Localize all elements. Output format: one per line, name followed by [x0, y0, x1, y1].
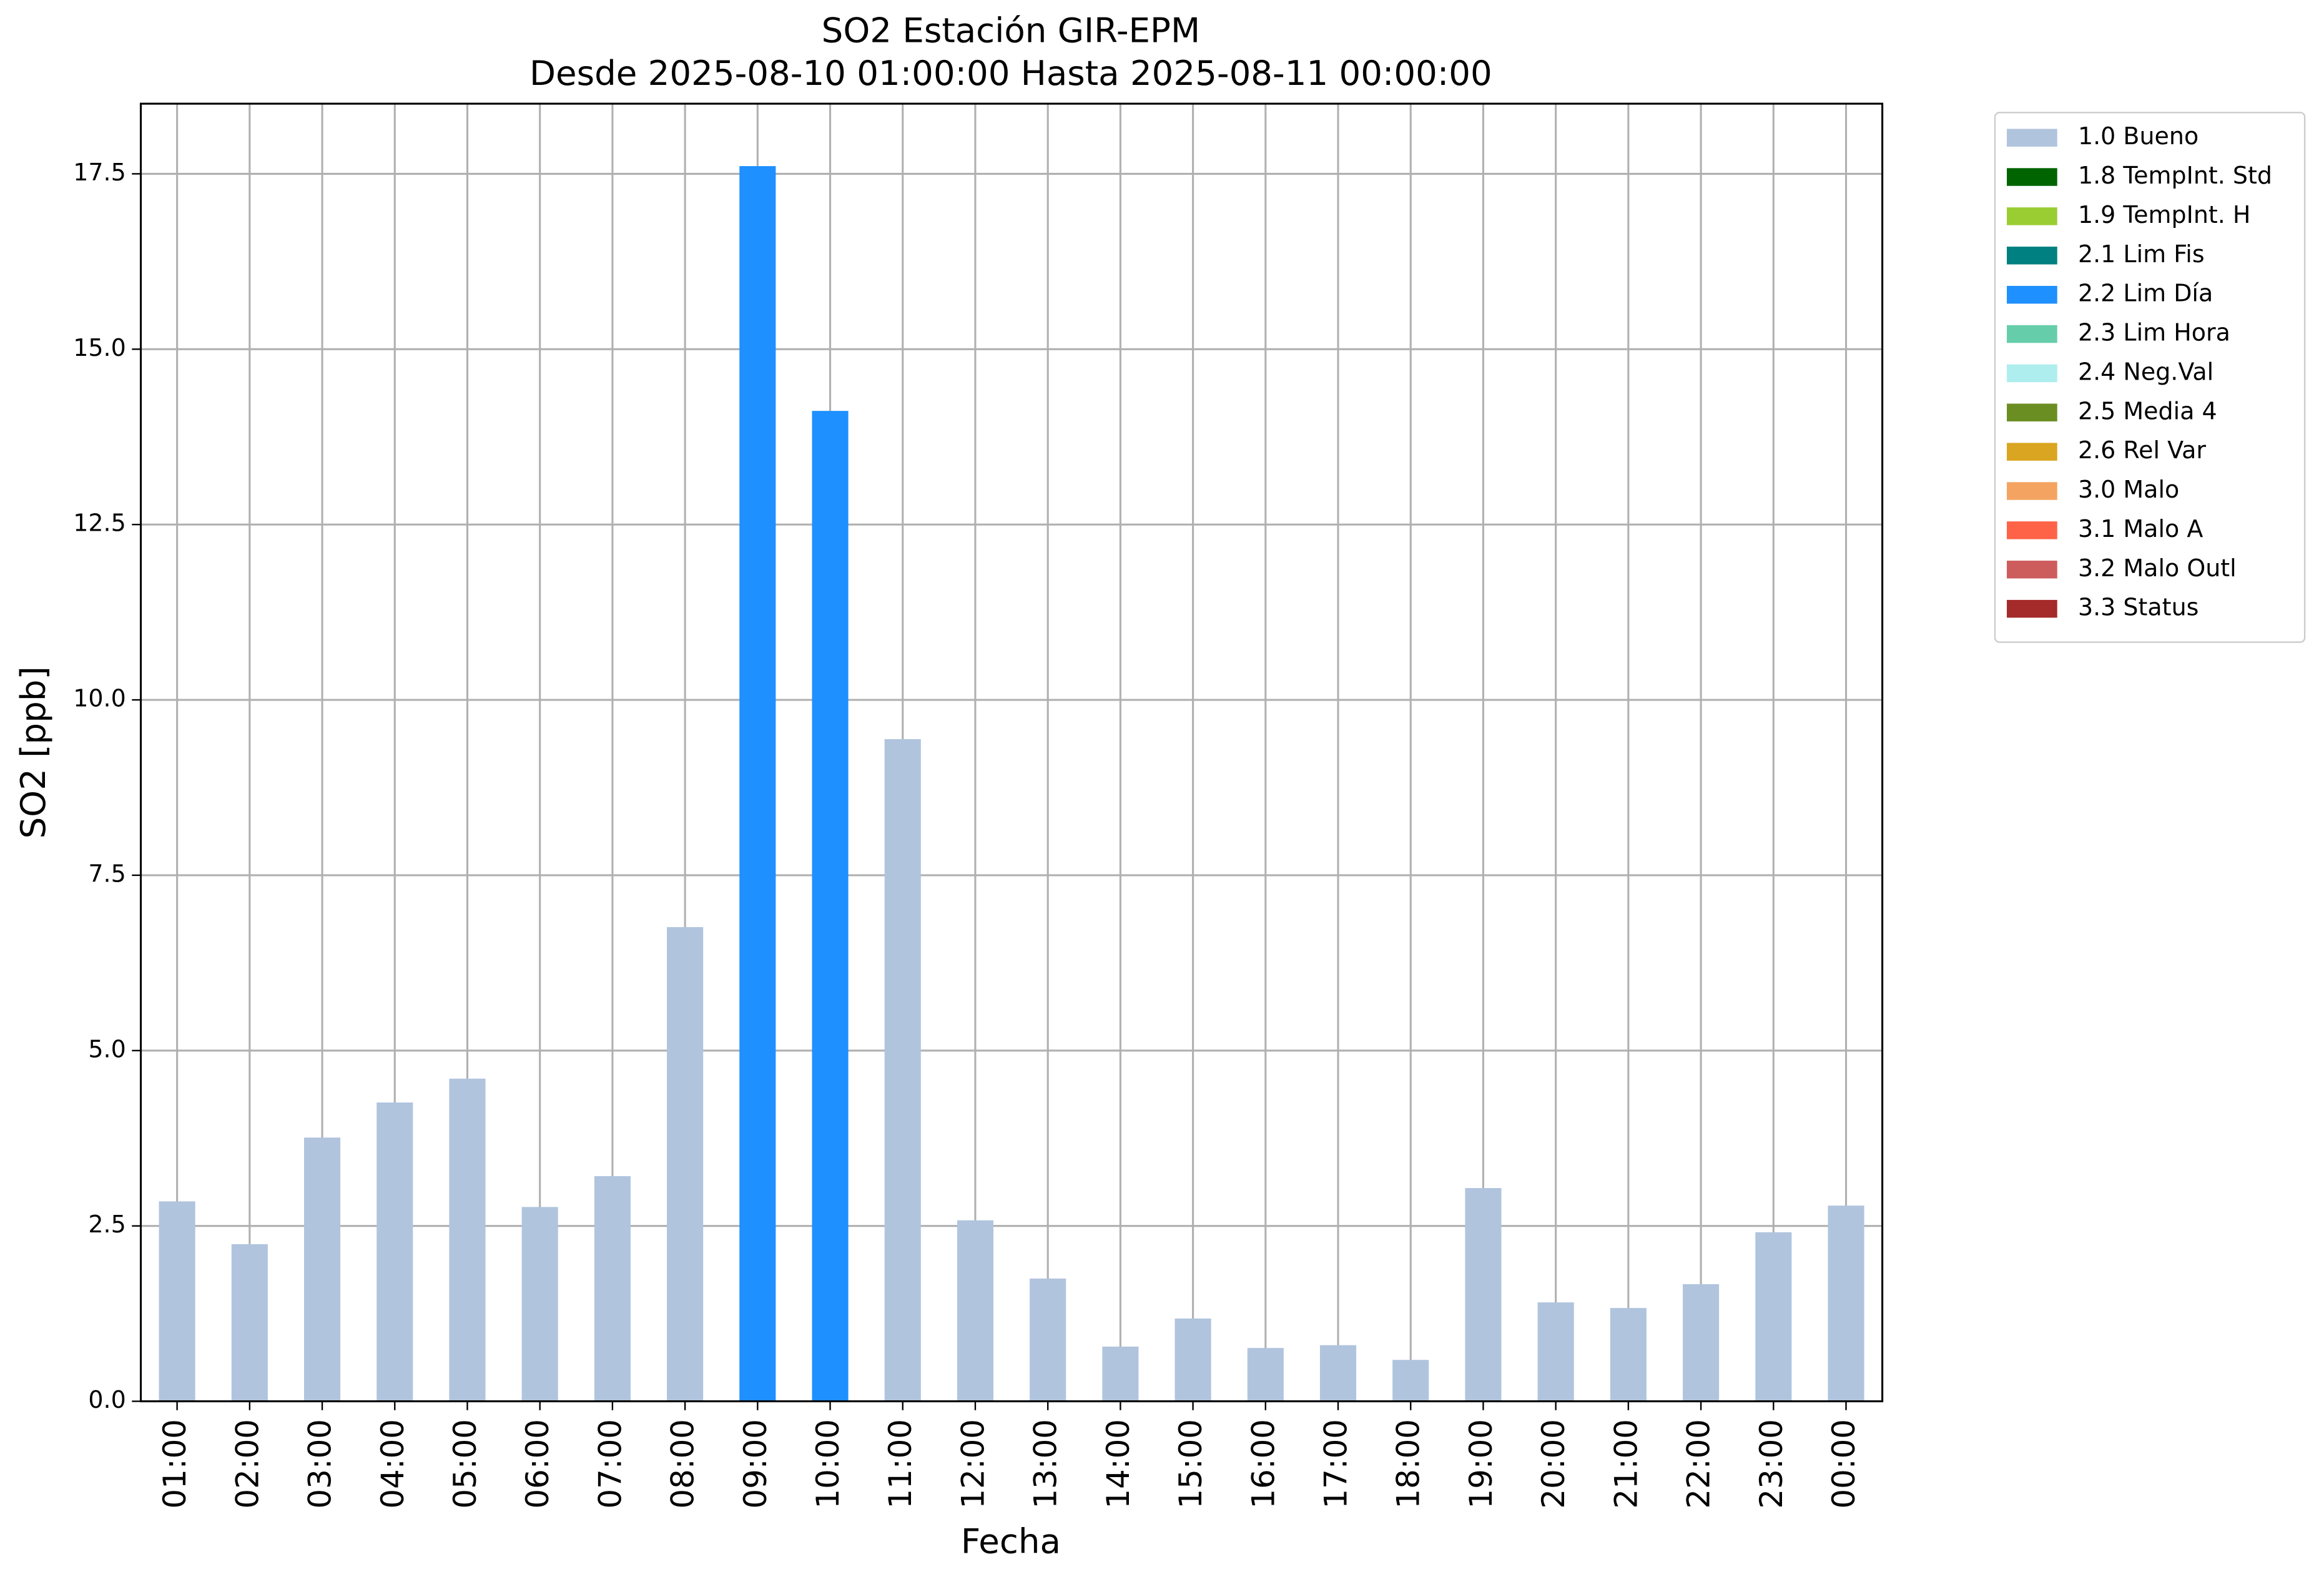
x-tick-label: 16:00: [1245, 1419, 1281, 1509]
y-tick-label: 10.0: [73, 685, 126, 712]
legend-label: 2.1 Lim Fis: [2078, 240, 2205, 268]
x-tick-label: 21:00: [1608, 1419, 1644, 1509]
bar: [1030, 1278, 1066, 1402]
x-tick-label: 05:00: [447, 1419, 483, 1509]
legend-label: 2.6 Rel Var: [2078, 436, 2206, 464]
bar: [1828, 1206, 1864, 1402]
legend-swatch: [2007, 482, 2057, 500]
x-tick-label: 09:00: [737, 1419, 774, 1509]
legend-label: 2.5 Media 4: [2078, 397, 2217, 425]
legend-swatch: [2007, 168, 2057, 186]
bar: [159, 1201, 195, 1402]
bar: [1319, 1345, 1357, 1402]
x-tick-label: 03:00: [302, 1419, 338, 1509]
bar: [1465, 1187, 1502, 1402]
x-tick-label: 04:00: [375, 1419, 411, 1509]
x-tick-label: 19:00: [1463, 1419, 1499, 1509]
legend-label: 1.9 TempInt. H: [2078, 201, 2251, 228]
legend-swatch: [2007, 561, 2057, 579]
plot-frame: [139, 102, 1884, 1403]
x-tick-label: 07:00: [592, 1419, 628, 1509]
x-tick-label: 13:00: [1028, 1419, 1064, 1509]
y-tick-label: 15.0: [73, 334, 126, 361]
bar: [1247, 1348, 1284, 1402]
legend-label: 2.4 Neg.Val: [2078, 358, 2213, 385]
legend-label: 2.3 Lim Hora: [2078, 319, 2230, 346]
legend-label: 3.2 Malo Outl: [2078, 554, 2237, 582]
bar: [1174, 1318, 1211, 1402]
bar: [449, 1078, 486, 1402]
legend-label: 3.0 Malo: [2078, 476, 2179, 503]
legend-swatch: [2007, 599, 2057, 618]
legend-swatch: [2007, 129, 2057, 147]
x-tick-label: 08:00: [665, 1419, 701, 1509]
y-tick-label: 0.0: [88, 1386, 126, 1413]
y-axis-label: SO2 [ppb]: [13, 666, 53, 838]
x-tick-label: 11:00: [882, 1419, 918, 1509]
x-tick-label: 22:00: [1681, 1419, 1717, 1509]
x-tick-label: 18:00: [1391, 1419, 1427, 1509]
bar: [812, 411, 849, 1402]
bar: [1683, 1284, 1720, 1402]
bar: [303, 1137, 341, 1402]
legend-label: 1.0 Bueno: [2078, 122, 2198, 150]
y-tick-label: 17.5: [73, 159, 126, 186]
x-tick-label: 10:00: [810, 1419, 846, 1509]
legend-swatch: [2007, 521, 2057, 539]
bar: [739, 166, 776, 1402]
legend-frame: [1994, 112, 2306, 643]
bar: [1755, 1232, 1792, 1402]
x-tick-label: 23:00: [1753, 1419, 1790, 1509]
bar: [377, 1102, 413, 1402]
x-tick-label: 14:00: [1100, 1419, 1136, 1509]
x-tick-label: 15:00: [1173, 1419, 1209, 1509]
y-tick-label: 7.5: [88, 860, 126, 887]
bar: [521, 1207, 558, 1402]
bar: [594, 1176, 631, 1402]
bar: [1537, 1302, 1574, 1402]
y-tick-label: 5.0: [88, 1035, 126, 1063]
bar: [667, 927, 704, 1402]
legend-swatch: [2007, 207, 2057, 225]
legend-label: 1.8 TempInt. Std: [2078, 162, 2272, 189]
x-tick-label: 12:00: [955, 1419, 991, 1509]
x-tick-label: 00:00: [1826, 1419, 1862, 1509]
bar: [1392, 1360, 1429, 1402]
y-tick-label: 2.5: [88, 1211, 126, 1238]
x-tick-label: 06:00: [519, 1419, 556, 1509]
x-tick-label: 17:00: [1318, 1419, 1354, 1509]
bar: [231, 1244, 268, 1402]
x-tick-label: 02:00: [229, 1419, 265, 1509]
legend-swatch: [2007, 364, 2057, 383]
legend-label: 3.3 Status: [2078, 594, 2198, 621]
bar: [1610, 1308, 1647, 1402]
legend-label: 2.2 Lim Día: [2078, 280, 2213, 307]
bar: [884, 739, 921, 1402]
legend-swatch: [2007, 403, 2057, 422]
y-tick-label: 12.5: [73, 509, 126, 537]
legend-swatch: [2007, 325, 2057, 343]
chart-subtitle: Desde 2025-08-10 01:00:00 Hasta 2025-08-…: [529, 53, 1492, 93]
bar: [957, 1220, 994, 1402]
x-axis-label: Fecha: [961, 1521, 1061, 1561]
legend-swatch: [2007, 443, 2057, 461]
legend-label: 3.1 Malo A: [2078, 515, 2203, 543]
x-tick-label: 01:00: [157, 1419, 193, 1509]
chart-title: SO2 Estación GIR-EPM: [822, 10, 1200, 50]
x-tick-label: 20:00: [1535, 1419, 1572, 1509]
legend-swatch: [2007, 247, 2057, 265]
legend-swatch: [2007, 285, 2057, 304]
bar: [1102, 1346, 1139, 1402]
